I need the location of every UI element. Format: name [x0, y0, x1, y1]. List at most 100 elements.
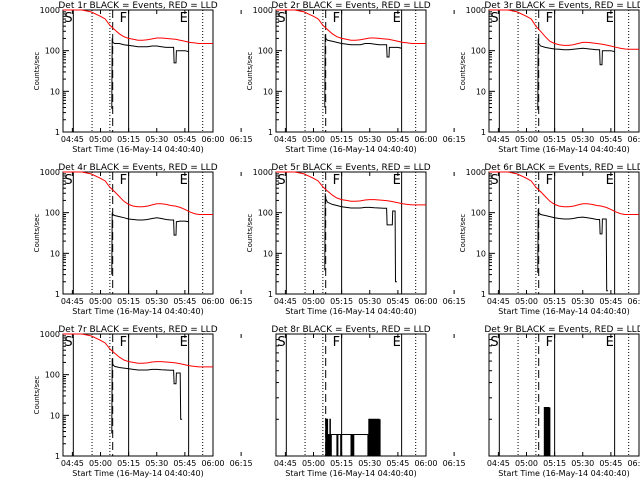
y-tick-label: 1 [55, 290, 60, 299]
x-axis-label: Start Time (16-May-14 04:40:40) [285, 469, 416, 478]
series-events [537, 38, 615, 110]
x-tick-label: 05:15 [543, 135, 566, 144]
series-lld [63, 333, 213, 368]
marker-f: F [333, 11, 340, 26]
x-tick-label: 06:00 [627, 297, 640, 306]
panel-title: Det 5r BLACK = Events, RED = LLD [271, 163, 430, 173]
y-tick-label: 100 [258, 47, 273, 56]
x-tick-label: 05:00 [302, 135, 325, 144]
marker-e: E [606, 335, 614, 350]
panel-title: Det 3r BLACK = Events, RED = LLD [484, 1, 640, 11]
x-tick-label: 05:15 [330, 297, 353, 306]
x-tick-label: 05:45 [386, 297, 409, 306]
x-tick-label: 05:15 [330, 459, 353, 468]
x-tick-label: 06:00 [414, 459, 437, 468]
y-axis-label: Counts/sec [33, 214, 41, 253]
x-tick-label: 06:15 [230, 135, 253, 144]
plot-frame [275, 9, 427, 133]
x-axis-label: Start Time (16-May-14 04:40:40) [72, 307, 203, 316]
marker-s: S [64, 335, 72, 350]
x-tick-label: 05:15 [117, 297, 140, 306]
y-tick-label: 10 [263, 87, 273, 96]
y-tick-label: 1000 [40, 330, 60, 339]
marker-s: S [490, 335, 498, 350]
x-tick-label: 05:00 [302, 297, 325, 306]
x-tick-label: 06:15 [230, 297, 253, 306]
x-tick-label: 06:00 [414, 297, 437, 306]
panel-3: Det 3r BLACK = Events, RED = LLD 04:45 05:… [459, 1, 640, 154]
panel-2: Det 2r BLACK = Events, RED = LLD 04:45 05:… [246, 1, 466, 154]
marker-e: E [393, 335, 401, 350]
x-tick-label: 05:45 [173, 459, 196, 468]
y-axis-label: Counts/sec [246, 214, 254, 253]
panel-9: Det 9r BLACK = Events, RED = LLD 04:45 05:… [484, 325, 640, 478]
x-tick-label: 05:45 [173, 135, 196, 144]
x-tick-label: 05:30 [571, 135, 594, 144]
y-tick-label: 10 [50, 249, 60, 258]
y-tick-label: 1000 [253, 168, 273, 177]
y-tick-label: 10 [50, 87, 60, 96]
plot-frame [488, 9, 640, 133]
panel-title: Det 8r BLACK = Events, RED = LLD [271, 325, 430, 335]
marker-f: F [333, 173, 340, 188]
x-tick-label: 04:45 [487, 459, 510, 468]
x-axis-label: Start Time (16-May-14 04:40:40) [498, 307, 629, 316]
series-events [111, 38, 189, 109]
y-tick-label: 1000 [40, 6, 60, 15]
x-tick-label: 05:15 [117, 135, 140, 144]
marker-e: E [606, 11, 614, 26]
y-tick-label: 10 [476, 87, 486, 96]
marker-s: S [490, 173, 498, 188]
marker-s: S [64, 11, 72, 26]
x-tick-label: 05:30 [145, 459, 168, 468]
marker-e: E [606, 173, 614, 188]
plot-frame [488, 171, 640, 295]
x-tick-label: 05:30 [571, 297, 594, 306]
y-axis-label: Counts/sec [459, 214, 467, 253]
y-tick-label: 1 [268, 290, 273, 299]
y-axis-label: Counts/sec [33, 52, 41, 91]
x-tick-label: 06:00 [201, 135, 224, 144]
x-tick-label: 06:15 [443, 297, 466, 306]
x-tick-label: 06:00 [201, 297, 224, 306]
x-tick-label: 05:15 [117, 459, 140, 468]
x-tick-label: 06:00 [627, 135, 640, 144]
x-tick-label: 05:30 [358, 297, 381, 306]
plot-frame [62, 9, 214, 133]
series-events [324, 193, 397, 283]
marker-s: S [64, 173, 72, 188]
panel-4: Det 4r BLACK = Events, RED = LLD 04:45 05:… [33, 163, 253, 316]
marker-e: E [393, 173, 401, 188]
y-tick-label: 1 [481, 128, 486, 137]
series-events [111, 358, 183, 434]
x-tick-label: 05:30 [358, 459, 381, 468]
x-tick-label: 04:45 [61, 135, 84, 144]
y-tick-label: 1000 [466, 6, 486, 15]
x-tick-label: 06:15 [443, 459, 466, 468]
y-tick-label: 10 [50, 411, 60, 420]
y-tick-label: 1 [481, 290, 486, 299]
x-tick-label: 04:45 [274, 297, 297, 306]
y-tick-label: 100 [258, 209, 273, 218]
series-lld [276, 171, 426, 206]
x-axis-label: Start Time (16-May-14 04:40:40) [285, 145, 416, 154]
y-tick-label: 100 [45, 47, 60, 56]
marker-f: F [333, 335, 340, 350]
y-tick-label: 1000 [253, 6, 273, 15]
y-tick-label: 1000 [40, 168, 60, 177]
panel-title: Det 1r BLACK = Events, RED = LLD [58, 1, 217, 11]
x-tick-label: 05:00 [302, 459, 325, 468]
y-tick-label: 10 [263, 249, 273, 258]
panel-6: Det 6r BLACK = Events, RED = LLD 04:45 05:… [459, 163, 640, 316]
x-tick-label: 04:45 [61, 297, 84, 306]
x-tick-label: 05:45 [599, 297, 622, 306]
series-lld [63, 9, 213, 44]
x-tick-label: 05:00 [515, 297, 538, 306]
marker-e: E [180, 335, 188, 350]
marker-f: F [120, 11, 127, 26]
marker-f: F [120, 335, 127, 350]
x-tick-label: 04:45 [274, 135, 297, 144]
marker-f: F [546, 11, 553, 26]
plot-frame [62, 171, 214, 295]
